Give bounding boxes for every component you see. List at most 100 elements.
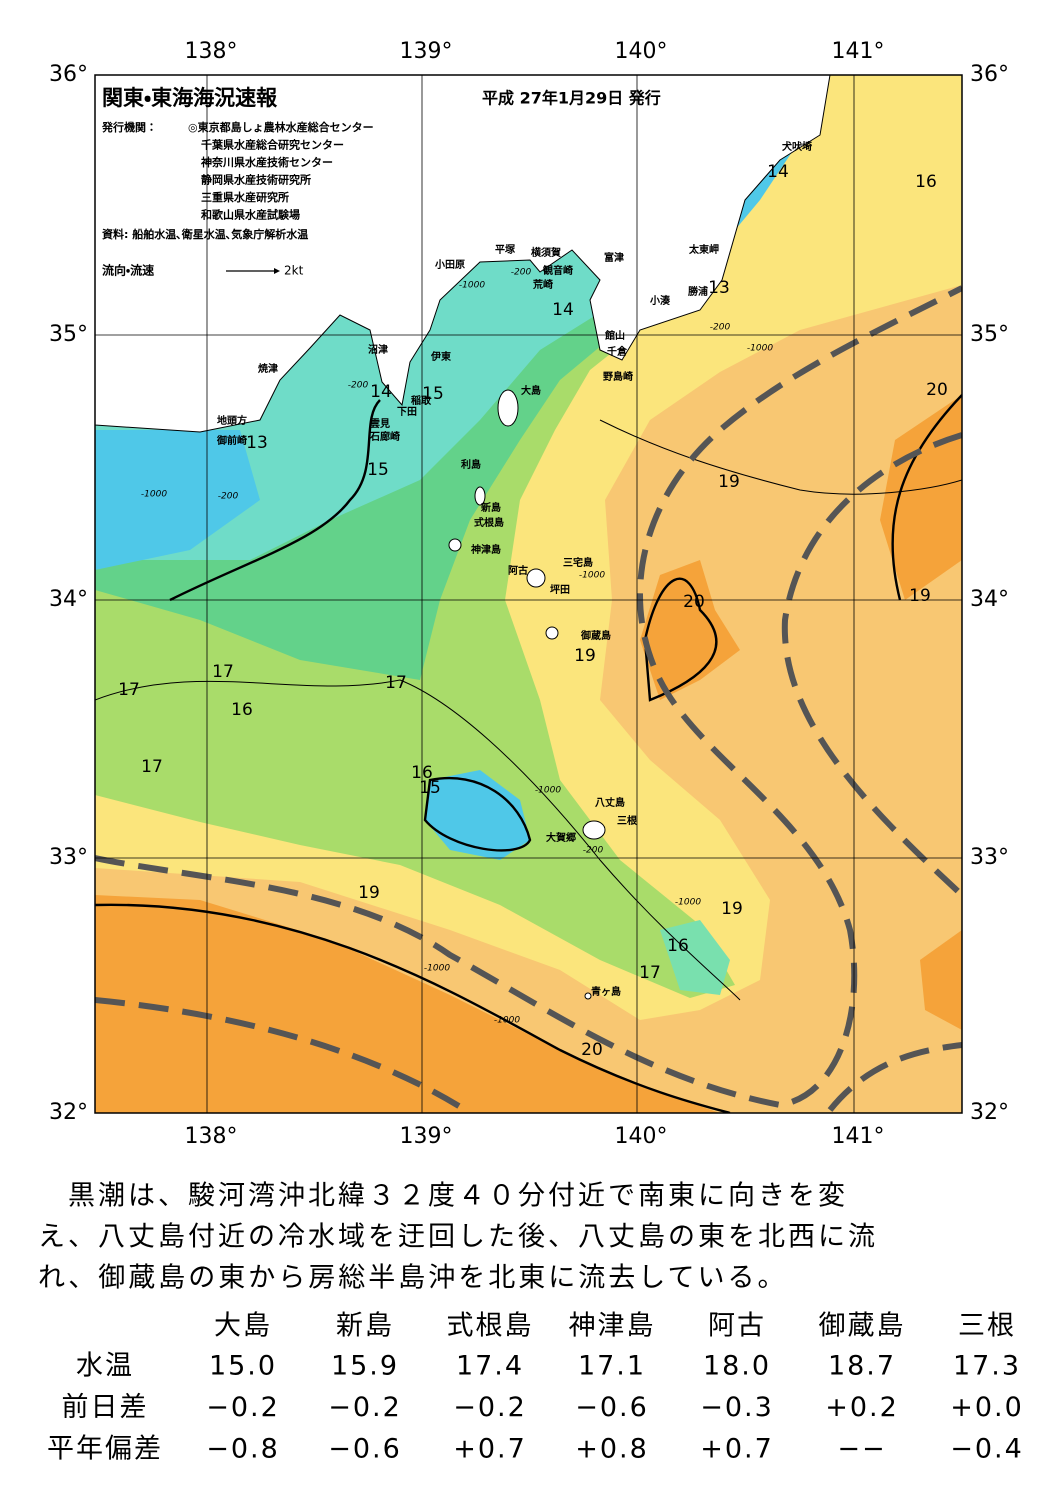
cell: 17.4	[456, 1351, 524, 1382]
depth-label: -1000	[494, 1016, 520, 1026]
contour-label: 17	[212, 662, 234, 682]
place-name: 大島	[521, 384, 541, 397]
depth-label: -1000	[424, 964, 450, 974]
cell: +0.7	[700, 1434, 774, 1465]
contour-label: 13	[246, 433, 268, 453]
lat-label: 32°	[49, 1100, 88, 1125]
lon-label: 141°	[832, 39, 885, 64]
cell: −0.6	[328, 1434, 402, 1465]
contour-label: 17	[385, 673, 407, 693]
place-name: 三根	[617, 814, 638, 827]
place-name: 御蔵島	[580, 629, 611, 642]
depth-label: -1000	[459, 281, 485, 291]
place-name: 観音崎	[543, 264, 573, 277]
contour-label: 17	[639, 963, 661, 983]
lat-label: 34°	[49, 587, 88, 612]
place-name: 横須賀	[531, 246, 561, 259]
publisher: 神奈川県水産技術センター	[200, 155, 333, 169]
place-name: 大賀郷	[546, 831, 576, 844]
publisher: 和歌山県水産試験場	[201, 208, 300, 222]
coldest-water	[95, 430, 260, 570]
place-name: 御前崎	[216, 434, 247, 447]
issue-date: 平成 27年1月29日 発行	[482, 89, 661, 108]
place-name: 石廊崎	[369, 430, 400, 443]
map-frame	[94, 74, 963, 1114]
contour-label: 19	[721, 899, 743, 919]
depth-label: -200	[348, 381, 369, 391]
cell: +0.2	[825, 1392, 899, 1423]
isotherm	[423, 776, 532, 852]
lon-label: 138°	[185, 39, 238, 64]
place-name: 千倉	[607, 345, 628, 358]
hot-water	[920, 930, 962, 1030]
place-name: 勝浦	[688, 285, 708, 298]
contour-label: 15	[367, 460, 389, 480]
kuroshio-axis	[95, 285, 962, 1109]
summary-line: え、八丈島付近の冷水域を迂回した後、八丈島の東を北西に流	[38, 1222, 878, 1253]
depth-label: -1000	[579, 571, 605, 581]
lat-label: 34°	[970, 587, 1009, 612]
depth-label: -1000	[141, 490, 167, 500]
place-name: 坪田	[550, 583, 570, 596]
contour-label: 13	[708, 278, 730, 298]
summary-line: れ、御蔵島の東から房総半島沖を北東に流去している。	[38, 1263, 787, 1294]
lon-label: 140°	[615, 1124, 668, 1149]
place-name: 太東岬	[688, 243, 719, 256]
cell: +0.7	[453, 1434, 527, 1465]
place-name: 平塚	[495, 243, 516, 256]
island	[448, 538, 462, 552]
cell: +0.0	[950, 1392, 1024, 1423]
column-header: 式根島	[447, 1311, 534, 1342]
row-label: 平年偏差	[47, 1434, 163, 1465]
coldest-water	[425, 770, 530, 860]
lon-label: 141°	[832, 1124, 885, 1149]
column-header: 新島	[336, 1311, 394, 1342]
depth-label: -1000	[675, 898, 701, 908]
place-name: 八丈島	[595, 796, 625, 809]
place-name: 青ヶ島	[591, 985, 621, 998]
kuroshio-axis	[95, 997, 472, 1113]
place-name: 下田	[397, 406, 417, 418]
cell: 18.7	[828, 1351, 896, 1382]
place-name: 利島	[461, 458, 481, 471]
publisher: ◎東京都島しょ農林水産総合センター	[188, 120, 374, 134]
contour-label: 17	[118, 680, 140, 700]
hot-water	[880, 395, 962, 600]
contour-label: 20	[581, 1040, 603, 1060]
contour-label: 19	[909, 586, 931, 606]
lat-label: 32°	[970, 1100, 1009, 1125]
hot-water	[95, 895, 720, 1113]
land	[95, 75, 831, 433]
contour-label: 20	[926, 380, 948, 400]
cell: −0.6	[575, 1392, 649, 1423]
title: 関東・東海海況速報	[102, 86, 278, 110]
lat-label: 36°	[970, 62, 1009, 87]
contour-label: 17	[141, 757, 163, 777]
cell: −0.3	[700, 1392, 774, 1423]
contour-label: 20	[683, 592, 705, 612]
island	[584, 992, 592, 1000]
contour-label: 19	[718, 472, 740, 492]
contour-label: 14	[552, 300, 574, 320]
place-name: 沼津	[368, 343, 388, 356]
depth-label: -200	[583, 846, 604, 856]
legend-label: 流向・流速	[102, 263, 154, 278]
depth-label: -200	[511, 268, 532, 278]
isotherm	[95, 903, 731, 1113]
place-name: 稲取	[411, 394, 432, 407]
depth-label: -1000	[747, 344, 773, 354]
cell: −0.2	[453, 1392, 527, 1423]
contour-label: 19	[358, 883, 380, 903]
cell: 15.9	[331, 1351, 399, 1382]
island	[474, 486, 486, 506]
depth-label: -200	[218, 492, 239, 502]
lat-label: 35°	[970, 322, 1009, 347]
cell: −0.4	[950, 1434, 1024, 1465]
column-header: 大島	[214, 1311, 272, 1342]
lon-label: 138°	[185, 1124, 238, 1149]
depth-label: -1000	[535, 786, 561, 796]
place-name: 焼津	[258, 362, 278, 375]
row-label: 水温	[76, 1351, 134, 1382]
